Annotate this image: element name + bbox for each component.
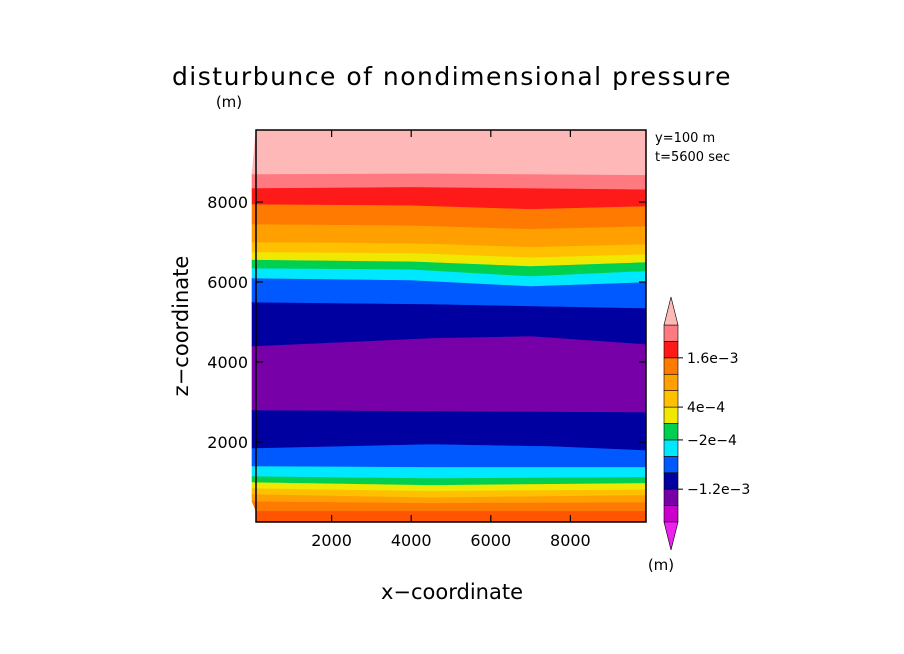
contour-band-8 bbox=[251, 409, 647, 451]
colorbar-tick-label: −2e−4 bbox=[687, 433, 737, 449]
colorbar-segment-0 bbox=[663, 505, 679, 523]
contour-bands bbox=[251, 129, 647, 523]
contour-band-19 bbox=[251, 172, 647, 190]
chart-title: disturbunce of nondimensional pressure bbox=[172, 62, 732, 91]
x-tick-label: 8000 bbox=[550, 531, 591, 550]
colorbar-bottom-arrow bbox=[663, 521, 679, 551]
colorbar-segment-1 bbox=[663, 488, 679, 506]
annotation-y: y=100 m bbox=[655, 131, 715, 146]
colorbar-tick-label: 4e−4 bbox=[687, 400, 725, 416]
x-tick-label: 6000 bbox=[470, 531, 511, 550]
contour-band-20 bbox=[251, 129, 647, 176]
x-axis-label: x−coordinate bbox=[381, 580, 523, 604]
annotation-t: t=5600 sec bbox=[655, 150, 730, 165]
y-tick-label: 2000 bbox=[207, 433, 248, 452]
x-tick-label: 4000 bbox=[391, 531, 432, 550]
colorbar-segment-10 bbox=[663, 341, 679, 359]
y-tick-label: 6000 bbox=[207, 273, 248, 292]
y-axis-label: z−coordinate bbox=[169, 256, 193, 397]
contour-band-0 bbox=[255, 510, 647, 523]
colorbar-segment-2 bbox=[663, 472, 679, 490]
y-tick-label: 4000 bbox=[207, 353, 248, 372]
colorbar-segment-8 bbox=[663, 373, 679, 391]
y-axis: 2000 4000 6000 8000 bbox=[207, 193, 646, 452]
colorbar-segment-4 bbox=[663, 439, 679, 457]
colorbar-tick-label: 1.6e−3 bbox=[687, 351, 739, 367]
contour-band-6 bbox=[251, 465, 647, 479]
title-unit: (m) bbox=[216, 93, 242, 111]
colorbar: −1.2e−3 −2e−4 4e−4 1.6e−3 bbox=[663, 296, 750, 551]
colorbar-unit: (m) bbox=[648, 556, 674, 574]
y-tick-label: 8000 bbox=[207, 193, 248, 212]
colorbar-top-arrow bbox=[663, 296, 679, 326]
colorbar-segment-6 bbox=[663, 406, 679, 424]
x-axis: 2000 4000 6000 8000 bbox=[311, 130, 591, 550]
plot-frame bbox=[255, 129, 647, 523]
colorbar-segment-11 bbox=[663, 324, 679, 342]
contour-band-9 bbox=[251, 335, 647, 413]
colorbar-segment-3 bbox=[663, 456, 679, 474]
colorbar-segment-7 bbox=[663, 390, 679, 408]
x-tick-label: 2000 bbox=[311, 531, 352, 550]
colorbar-tick-label: −1.2e−3 bbox=[687, 482, 750, 498]
colorbar-segment-5 bbox=[663, 423, 679, 441]
colorbar-segment-9 bbox=[663, 357, 679, 375]
